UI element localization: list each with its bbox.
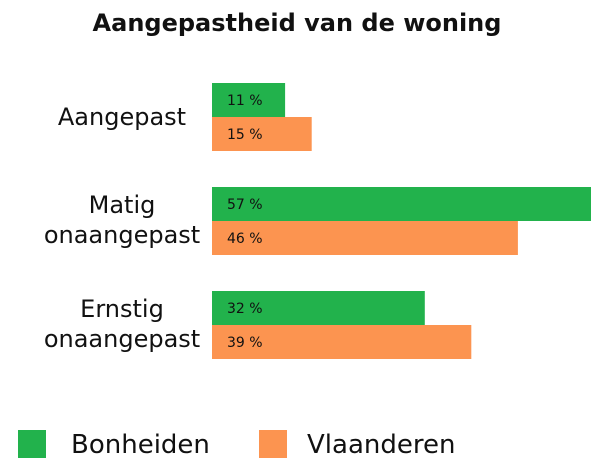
legend-swatch-bonheiden [18,430,46,458]
bar-bonheiden-1 [212,187,591,221]
bar-vlaanderen-1 [212,221,518,255]
data-label-bonheiden-0: 11 % [227,93,263,109]
data-label-bonheiden-1: 57 % [227,197,263,213]
bar-bonheiden-0 [212,83,286,117]
bar-bonheiden-2 [212,291,425,325]
category-label-0-0: Aangepast [58,103,186,131]
chart-title: Aangepastheid van de woning [93,9,502,37]
category-label-2-1: onaangepast [44,325,200,353]
category-label-2-0: Ernstig [80,295,164,323]
category-label-1-0: Matig [89,191,156,219]
bars-group: 11 % 15 % 57 % 46 % 32 % 39 % [212,83,591,359]
data-label-vlaanderen-0: 15 % [227,127,263,143]
legend-swatch-vlaanderen [259,430,287,458]
legend-label-vlaanderen: Vlaanderen [307,430,455,460]
category-label-1-1: onaangepast [44,221,200,249]
bar-vlaanderen-0 [212,117,312,151]
legend: Bonheiden Vlaanderen [18,430,455,460]
data-label-vlaanderen-2: 39 % [227,335,263,351]
data-label-vlaanderen-1: 46 % [227,231,263,247]
legend-label-bonheiden: Bonheiden [71,430,210,460]
data-label-bonheiden-2: 32 % [227,301,263,317]
category-labels: AangepastMatigonaangepastErnstigonaangep… [44,103,200,353]
bar-vlaanderen-2 [212,325,472,359]
